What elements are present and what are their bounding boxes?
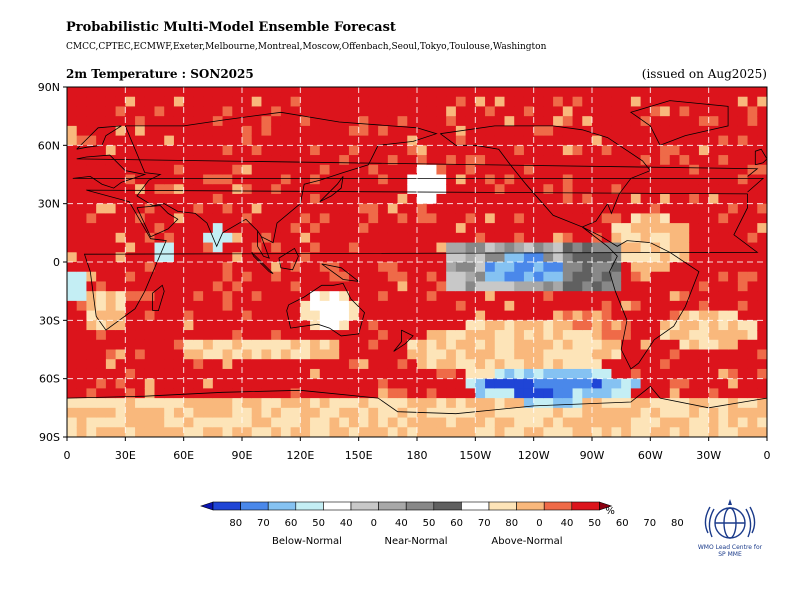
legend-tick-label: 80 bbox=[671, 518, 684, 529]
legend-swatch bbox=[378, 501, 407, 511]
color-legend: 80 70 60 50 40 0 40 50 60 70 80 0 40 50 60 70 80% Below-N… bbox=[200, 501, 684, 547]
legend-swatch bbox=[267, 501, 297, 511]
probability-field bbox=[67, 87, 767, 437]
lon-tick-label: 150W bbox=[459, 449, 491, 462]
legend-swatch bbox=[461, 501, 490, 511]
wmo-logo bbox=[704, 499, 756, 539]
legend-tick-label: 70 bbox=[643, 518, 656, 529]
wmo-caption: WMO Lead Centre for SP MME bbox=[697, 544, 763, 558]
legend-tick-label: 40 bbox=[340, 518, 353, 529]
legend-tick-label: 0 bbox=[536, 518, 542, 529]
legend-swatch bbox=[433, 501, 462, 511]
lon-tick-label: 0 bbox=[764, 449, 771, 462]
legend-category-label: Above-Normal bbox=[491, 536, 562, 547]
lon-tick-label: 150E bbox=[345, 449, 373, 462]
axis-labels: 90N 60N 30N 0 30S 60S 90S 0 30E 60E 90E 120E 150E 180… bbox=[38, 81, 771, 462]
legend-swatch bbox=[350, 501, 379, 511]
lon-tick-label: 90E bbox=[232, 449, 253, 462]
legend-swatch bbox=[212, 501, 241, 511]
lat-tick-label: 0 bbox=[53, 256, 60, 269]
lon-tick-label: 60W bbox=[638, 449, 663, 462]
lon-tick-label: 30E bbox=[115, 449, 136, 462]
lat-tick-label: 60N bbox=[38, 139, 60, 152]
legend-swatch bbox=[543, 501, 573, 511]
legend-category-label: Below-Normal bbox=[272, 536, 342, 547]
legend-tick-label: 0 bbox=[371, 518, 377, 529]
lon-tick-label: 90W bbox=[580, 449, 605, 462]
lon-tick-label: 120E bbox=[286, 449, 314, 462]
legend-swatch bbox=[571, 501, 600, 511]
variable-season-label: 2m Temperature : SON2025 bbox=[66, 67, 254, 81]
legend-tick-label: 80 bbox=[505, 518, 518, 529]
legend-swatch bbox=[405, 501, 435, 511]
issued-date: (issued on Aug2025) bbox=[641, 67, 767, 81]
legend-tick-label: 70 bbox=[257, 518, 270, 529]
legend-category-label: Near-Normal bbox=[384, 536, 447, 547]
map-title: Probabilistic Multi-Model Ensemble Forec… bbox=[66, 20, 396, 35]
legend-swatch bbox=[240, 501, 269, 511]
lat-tick-label: 90S bbox=[39, 431, 60, 444]
lon-tick-label: 0 bbox=[64, 449, 71, 462]
legend-tick-label: 80 bbox=[229, 518, 242, 529]
lat-tick-label: 30N bbox=[38, 198, 60, 211]
legend-tick-label: 40 bbox=[395, 518, 408, 529]
lon-tick-label: 120W bbox=[518, 449, 550, 462]
legend-tick-label: 40 bbox=[561, 518, 574, 529]
lon-tick-label: 30W bbox=[696, 449, 721, 462]
lat-tick-label: 30S bbox=[39, 314, 60, 327]
legend-tick-label: 70 bbox=[478, 518, 491, 529]
legend-swatch bbox=[488, 501, 517, 511]
legend-tick-label: 50 bbox=[588, 518, 601, 529]
graticule bbox=[67, 87, 767, 437]
legend-tick-label: 60 bbox=[450, 518, 463, 529]
legend-arrow-right bbox=[599, 501, 613, 511]
lat-tick-label: 60S bbox=[39, 373, 60, 386]
legend-swatch bbox=[516, 501, 545, 511]
legend-tick-label: 50 bbox=[423, 518, 436, 529]
lat-tick-label: 90N bbox=[38, 81, 60, 94]
coastlines bbox=[67, 100, 767, 415]
lon-tick-label: 60E bbox=[173, 449, 194, 462]
legend-tick-label: 60 bbox=[616, 518, 629, 529]
legend-arrow-left bbox=[200, 501, 214, 511]
legend-tick-label: 50 bbox=[312, 518, 325, 529]
legend-swatch bbox=[323, 501, 352, 511]
contributing-centres: CMCC,CPTEC,ECMWF,Exeter,Melbourne,Montre… bbox=[66, 42, 547, 52]
legend-unit: % bbox=[605, 506, 615, 517]
legend-tick-label: 60 bbox=[285, 518, 298, 529]
legend-swatch bbox=[295, 501, 324, 511]
lon-tick-label: 180 bbox=[407, 449, 428, 462]
